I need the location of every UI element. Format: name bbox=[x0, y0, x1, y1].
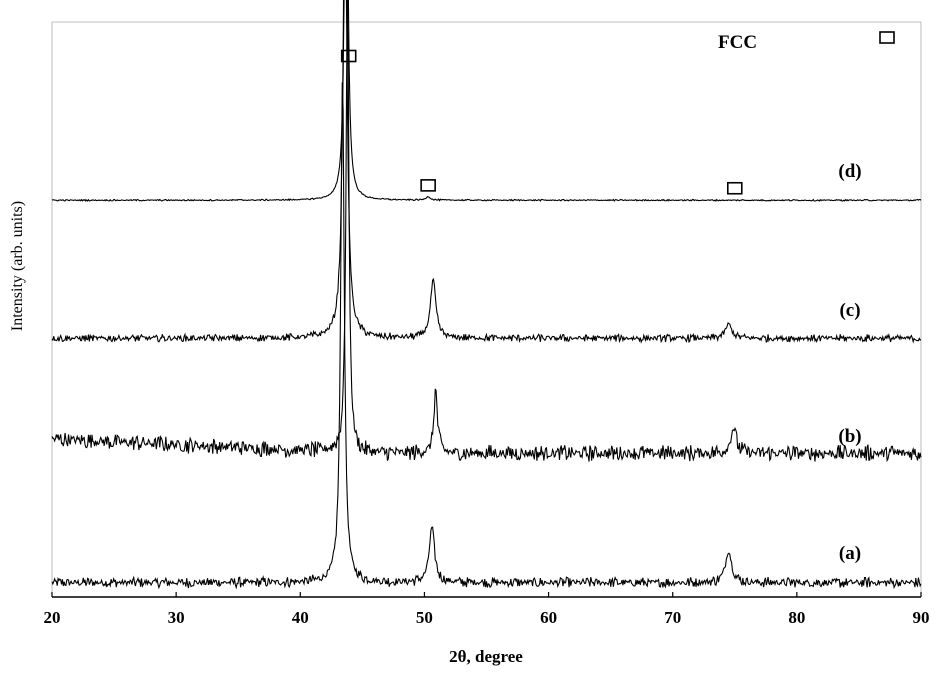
legend-fcc-marker bbox=[879, 31, 895, 44]
x-tick-label: 80 bbox=[788, 608, 805, 627]
x-tick-label: 40 bbox=[292, 608, 309, 627]
series-line-d bbox=[51, 0, 922, 202]
series-labels: (a) (b) (c) (d) bbox=[838, 161, 861, 564]
legend-fcc-label: FCC bbox=[718, 32, 757, 53]
x-tick-label: 20 bbox=[44, 608, 61, 627]
x-ticks: 20 30 40 50 60 70 80 90 bbox=[44, 592, 930, 627]
x-tick-label: 90 bbox=[913, 608, 930, 627]
x-tick-label: 50 bbox=[416, 608, 433, 627]
series-line-a bbox=[51, 82, 922, 590]
y-axis-title: Intensity (arb. units) bbox=[9, 201, 26, 331]
x-axis-title: 2θ, degree bbox=[449, 647, 523, 666]
fcc-markers bbox=[340, 49, 743, 195]
series-label: (b) bbox=[838, 426, 861, 447]
x-tick-label: 70 bbox=[664, 608, 681, 627]
fcc-marker bbox=[726, 181, 743, 195]
series-label: (d) bbox=[838, 161, 861, 182]
plot-area bbox=[51, 21, 922, 598]
series-line-c bbox=[51, 0, 922, 344]
series-label: (c) bbox=[839, 300, 860, 321]
legend: FCC bbox=[718, 31, 895, 53]
x-tick-label: 60 bbox=[540, 608, 557, 627]
x-tick-label: 30 bbox=[168, 608, 185, 627]
series-line-b bbox=[51, 0, 922, 463]
series-label: (a) bbox=[839, 543, 861, 564]
fcc-marker bbox=[340, 49, 357, 63]
series-curves bbox=[51, 0, 922, 590]
fcc-marker bbox=[420, 179, 436, 192]
